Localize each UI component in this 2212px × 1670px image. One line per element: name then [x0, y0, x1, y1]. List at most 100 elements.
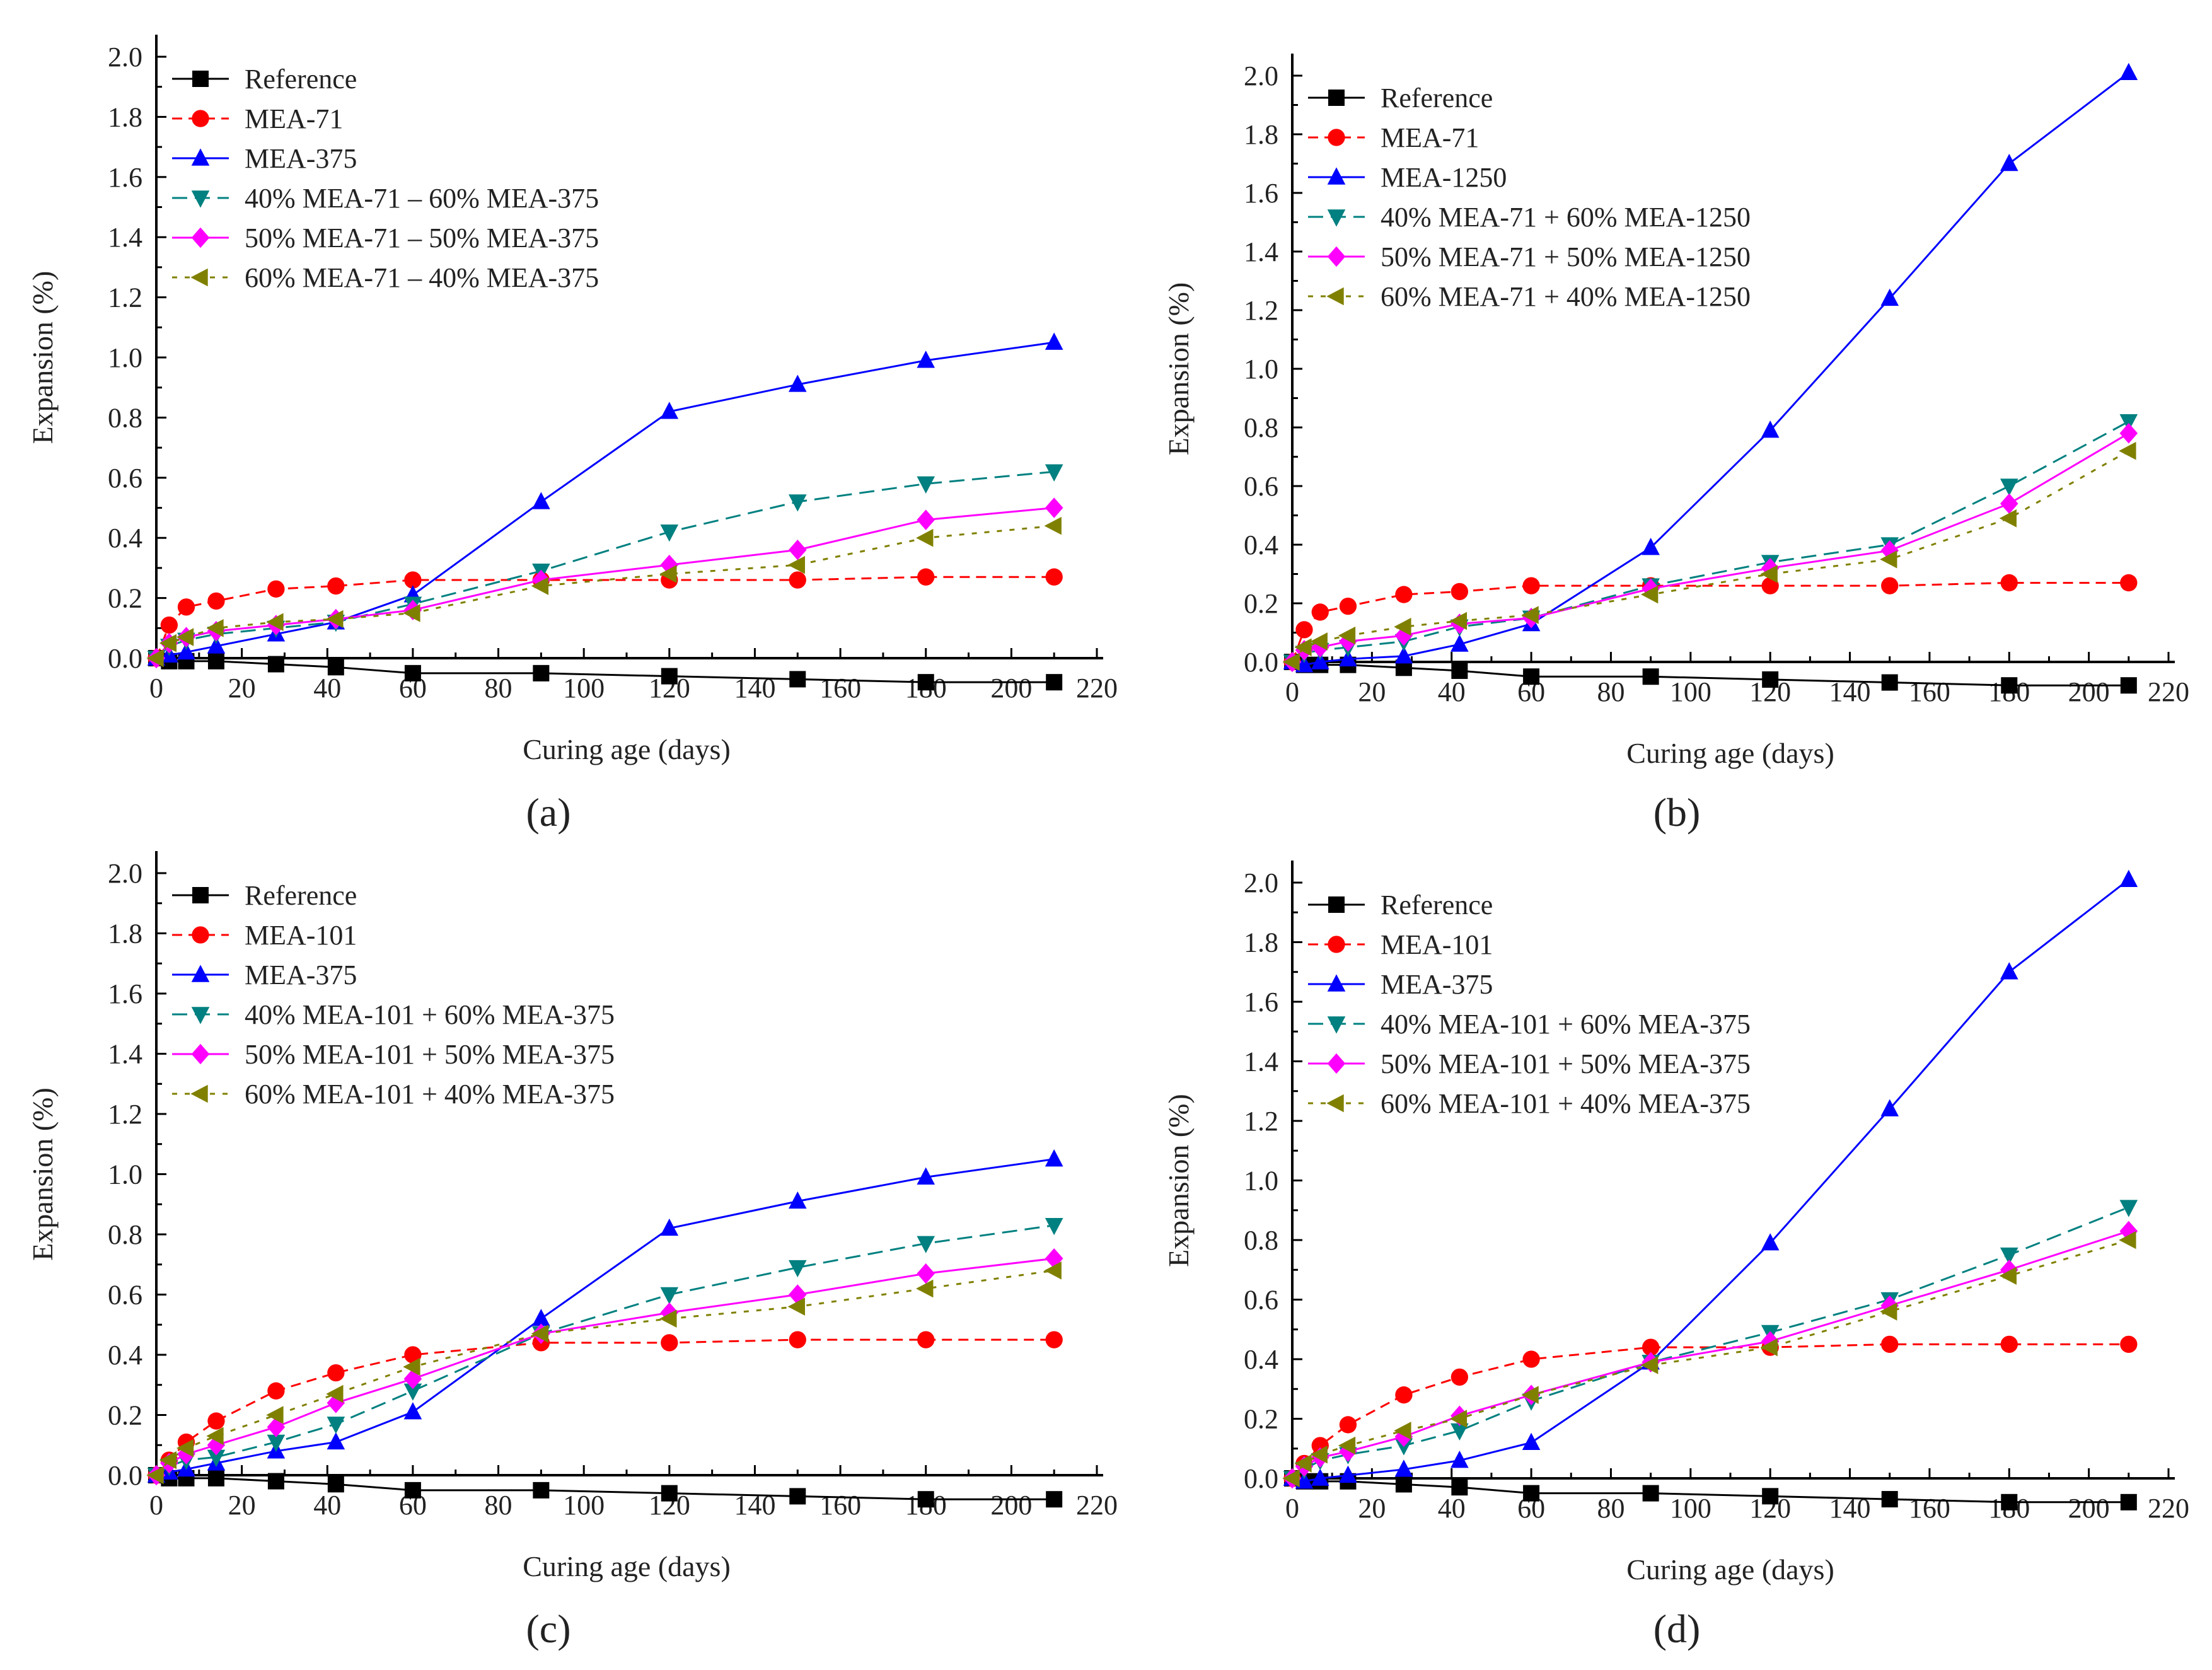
data-point	[2119, 1221, 2138, 1242]
x-tick-label: 220	[2148, 1493, 2189, 1524]
data-point	[207, 1449, 226, 1467]
y-tick-label: 1.2	[108, 282, 142, 313]
data-point	[146, 1466, 164, 1485]
legend-entry: MEA-1250	[1381, 162, 1507, 193]
data-point	[1522, 577, 1540, 594]
data-point	[2000, 1335, 2018, 1354]
y-tick-label: 0.8	[108, 1219, 142, 1250]
y-tick-label: 0.4	[108, 523, 142, 554]
data-point	[1295, 655, 1314, 673]
legend-entry: MEA-101	[245, 920, 357, 951]
data-point	[176, 1439, 194, 1458]
x-tick-label: 0	[149, 673, 163, 704]
data-point	[207, 592, 225, 610]
data-point	[1999, 509, 2017, 528]
legend-marker	[192, 887, 209, 903]
x-tick-label: 40	[313, 1490, 341, 1521]
legend-entry: Reference	[245, 880, 357, 911]
data-point	[533, 664, 550, 681]
legend-entry: Reference	[245, 64, 357, 95]
data-point	[404, 664, 421, 681]
x-tick-label: 20	[228, 673, 256, 704]
y-tick-label: 2.0	[108, 42, 142, 72]
legend-marker	[1328, 129, 1345, 146]
y-tick-label: 0.6	[108, 463, 142, 494]
legend-marker	[191, 190, 210, 208]
data-point	[2120, 1493, 2137, 1511]
data-point	[1642, 1338, 1660, 1356]
data-point	[1449, 1410, 1468, 1428]
data-point	[206, 1427, 224, 1446]
x-tick-label: 220	[1076, 673, 1118, 704]
data-point	[207, 636, 226, 654]
data-point	[1311, 652, 1329, 670]
y-axis-title: Expansion (%)	[1162, 1094, 1195, 1267]
y-tick-label: 0.6	[1244, 471, 1278, 502]
data-point	[1339, 1416, 1357, 1434]
legend-marker	[191, 148, 210, 166]
legend-entry: 50% MEA-71 – 50% MEA-375	[245, 223, 599, 253]
data-point	[1761, 1331, 1780, 1352]
y-tick-label: 1.2	[108, 1099, 142, 1130]
data-point	[916, 528, 934, 547]
data-point	[660, 1218, 679, 1236]
x-tick-label: 20	[1358, 676, 1386, 707]
data-point	[917, 568, 935, 586]
data-point	[327, 659, 344, 676]
data-point	[788, 1260, 807, 1278]
data-point	[787, 555, 805, 574]
data-point	[1880, 550, 1897, 569]
y-tick-label: 1.6	[1244, 178, 1278, 209]
data-point	[1641, 585, 1659, 604]
data-point	[2000, 1247, 2018, 1265]
data-point	[659, 1309, 677, 1328]
data-point	[1045, 568, 1063, 586]
data-point	[2119, 414, 2138, 432]
data-point	[159, 634, 177, 652]
data-point	[1880, 1099, 1899, 1116]
x-tick-label: 80	[1597, 1493, 1624, 1524]
y-tick-label: 2.0	[1244, 61, 1278, 91]
y-tick-label: 0.8	[1244, 412, 1278, 443]
x-tick-label: 100	[1670, 676, 1711, 707]
legend-marker	[191, 965, 210, 982]
data-point	[403, 1402, 422, 1420]
data-point	[326, 610, 344, 629]
y-tick-label: 1.4	[1244, 236, 1278, 267]
legend-marker	[1327, 1016, 1346, 1034]
legend-marker	[191, 227, 210, 248]
data-point	[2000, 493, 2018, 514]
x-tick-label: 20	[1358, 1493, 1386, 1524]
data-point	[1294, 1454, 1312, 1473]
data-point	[1761, 420, 1780, 438]
y-tick-label: 1.6	[1244, 987, 1278, 1018]
data-point	[2119, 62, 2138, 81]
data-point	[1880, 1302, 1897, 1321]
data-point	[266, 1406, 284, 1424]
chart-panel-d: 0.0 0.2 0.4 0.6 0.8 1.0 1.2 1.4 1.6 1.8 2.0 0 20 40 60…	[1162, 861, 2189, 1651]
legend-entry: 50% MEA-101 + 50% MEA-375	[1381, 1048, 1751, 1079]
data-point	[789, 671, 806, 688]
legend-marker	[1328, 90, 1345, 106]
data-point	[207, 1412, 225, 1430]
data-point	[266, 613, 284, 632]
x-tick-label: 0	[149, 1490, 163, 1521]
y-axis-title: Expansion (%)	[26, 271, 59, 444]
data-point	[1522, 1350, 1540, 1368]
data-point	[1311, 1468, 1329, 1486]
legend-entry: Reference	[1381, 890, 1493, 920]
data-point	[1880, 540, 1899, 561]
y-tick-label: 0.0	[108, 643, 142, 674]
data-point	[207, 1470, 224, 1487]
data-point	[788, 374, 807, 392]
legend-entry: MEA-101	[1381, 929, 1493, 960]
legend-entry: 60% MEA-101 + 40% MEA-375	[1381, 1088, 1751, 1119]
data-point	[2119, 1231, 2136, 1250]
data-point	[177, 642, 195, 660]
y-tick-label: 1.8	[1244, 927, 1278, 958]
y-tick-label: 2.0	[108, 858, 142, 889]
data-point	[787, 1297, 805, 1316]
data-point	[1451, 1479, 1468, 1496]
data-point	[2119, 423, 2138, 444]
y-tick-label: 0.2	[108, 583, 142, 614]
